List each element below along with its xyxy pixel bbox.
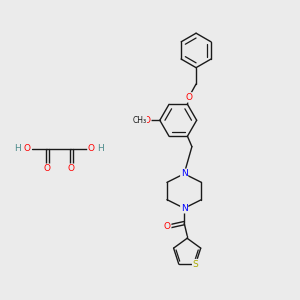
- Text: O: O: [68, 164, 75, 173]
- Text: O: O: [88, 144, 95, 153]
- Text: H: H: [98, 144, 104, 153]
- Text: O: O: [44, 164, 51, 173]
- Text: H: H: [14, 144, 21, 153]
- Text: CH₃: CH₃: [133, 116, 147, 125]
- Text: N: N: [181, 169, 188, 178]
- Text: O: O: [185, 93, 192, 102]
- Text: S: S: [193, 260, 198, 268]
- Text: O: O: [164, 222, 171, 231]
- Text: O: O: [144, 116, 151, 125]
- Text: N: N: [181, 204, 188, 213]
- Text: O: O: [24, 144, 31, 153]
